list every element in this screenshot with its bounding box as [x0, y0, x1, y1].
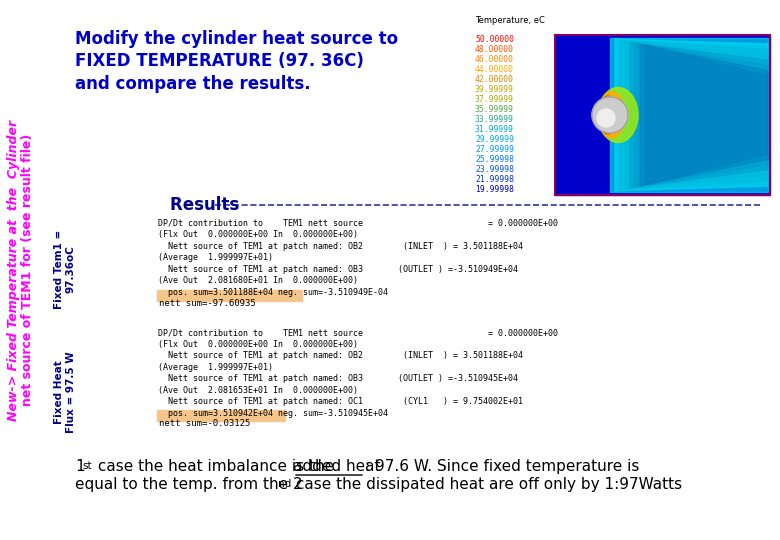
Text: 37.99999: 37.99999 — [475, 96, 514, 105]
Bar — [555, 35, 770, 195]
Text: st: st — [82, 461, 91, 471]
Text: 44.00000: 44.00000 — [475, 65, 514, 75]
Polygon shape — [625, 41, 768, 189]
Ellipse shape — [598, 87, 638, 143]
Text: pos. sum=3.501188E+04 neg. sum=-3.510949E-04: pos. sum=3.501188E+04 neg. sum=-3.510949… — [158, 288, 388, 297]
Text: Nett source of TEM1 at patch named: OB2        (INLET  ) = 3.501188E+04: Nett source of TEM1 at patch named: OB2 … — [158, 351, 523, 360]
Text: 27.99999: 27.99999 — [475, 145, 514, 154]
Text: : 97.6 W. Since fixed temperature is: : 97.6 W. Since fixed temperature is — [365, 459, 640, 474]
Polygon shape — [640, 44, 768, 186]
Polygon shape — [615, 39, 768, 191]
Text: Results: Results — [170, 196, 245, 214]
Bar — [157, 289, 302, 300]
Text: 50.00000: 50.00000 — [475, 36, 514, 44]
Circle shape — [597, 109, 615, 127]
Text: DP/Dt contribution to    TEM1 nett source                         = 0.000000E+00: DP/Dt contribution to TEM1 nett source =… — [158, 328, 558, 337]
Text: Fixed Heat
Flux = 97.5 W: Fixed Heat Flux = 97.5 W — [54, 351, 76, 433]
Polygon shape — [610, 38, 768, 192]
Text: (Flx Out  0.000000E+00 In  0.000000E+00): (Flx Out 0.000000E+00 In 0.000000E+00) — [158, 231, 358, 240]
Text: DP/Dt contribution to    TEM1 nett source                         = 0.000000E+00: DP/Dt contribution to TEM1 nett source =… — [158, 219, 558, 228]
Polygon shape — [645, 45, 768, 185]
Text: 48.00000: 48.00000 — [475, 45, 514, 55]
Text: added heat: added heat — [293, 459, 381, 474]
Text: nd: nd — [278, 479, 291, 489]
Text: 23.99998: 23.99998 — [475, 165, 514, 174]
Text: nett sum=-97.60935: nett sum=-97.60935 — [159, 299, 256, 308]
Text: nett sum=-0.03125: nett sum=-0.03125 — [159, 420, 250, 429]
Text: 33.99999: 33.99999 — [475, 116, 514, 125]
Bar — [555, 35, 770, 195]
Text: (Ave Out  2.081653E+01 In  0.000000E+00): (Ave Out 2.081653E+01 In 0.000000E+00) — [158, 386, 358, 395]
Text: (Average  1.999997E+01): (Average 1.999997E+01) — [158, 362, 273, 372]
Ellipse shape — [599, 96, 617, 134]
Text: and compare the results.: and compare the results. — [75, 75, 310, 93]
Text: Modify the cylinder heat source to: Modify the cylinder heat source to — [75, 30, 398, 48]
Text: 1: 1 — [75, 459, 84, 474]
Text: Nett source of TEM1 at patch named: OB3       (OUTLET ) =-3.510949E+04: Nett source of TEM1 at patch named: OB3 … — [158, 265, 518, 274]
Text: 35.99999: 35.99999 — [475, 105, 514, 114]
Text: 29.99999: 29.99999 — [475, 136, 514, 145]
Text: 31.99999: 31.99999 — [475, 125, 514, 134]
Text: net source of TEM1 for (see result file): net source of TEM1 for (see result file) — [22, 134, 34, 406]
Text: Temperature, eC: Temperature, eC — [475, 16, 545, 25]
Text: Fixed Tem1 =
97.36oC: Fixed Tem1 = 97.36oC — [54, 230, 76, 309]
Text: 19.99998: 19.99998 — [475, 186, 514, 194]
Text: Nett source of TEM1 at patch named: OB3       (OUTLET ) =-3.510945E+04: Nett source of TEM1 at patch named: OB3 … — [158, 374, 518, 383]
Text: Nett source of TEM1 at patch named: OB2        (INLET  ) = 3.501188E+04: Nett source of TEM1 at patch named: OB2 … — [158, 242, 523, 251]
Text: 46.00000: 46.00000 — [475, 56, 514, 64]
Text: (Average  1.999997E+01): (Average 1.999997E+01) — [158, 253, 273, 262]
Polygon shape — [630, 42, 768, 188]
Text: 25.99998: 25.99998 — [475, 156, 514, 165]
Text: 39.99999: 39.99999 — [475, 85, 514, 94]
Text: 42.00000: 42.00000 — [475, 76, 514, 84]
Text: 21.99998: 21.99998 — [475, 176, 514, 185]
Text: (Flx Out  0.000000E+00 In  0.000000E+00): (Flx Out 0.000000E+00 In 0.000000E+00) — [158, 340, 358, 348]
Polygon shape — [635, 43, 768, 187]
Text: FIXED TEMPERATURE (97. 36C): FIXED TEMPERATURE (97. 36C) — [75, 52, 364, 70]
Bar — [157, 410, 285, 421]
Text: New-> Fixed Temperature at  the  Cylinder: New-> Fixed Temperature at the Cylinder — [8, 119, 20, 421]
Text: Nett source of TEM1 at patch named: OC1        (CYL1   ) = 9.754002E+01: Nett source of TEM1 at patch named: OC1 … — [158, 397, 523, 406]
Text: case the heat imbalance is the: case the heat imbalance is the — [93, 459, 339, 474]
Text: pos. sum=3.510942E+04 neg. sum=-3.510945E+04: pos. sum=3.510942E+04 neg. sum=-3.510945… — [158, 408, 388, 417]
Circle shape — [592, 97, 628, 133]
Text: case the dissipated heat are off only by 1:97Watts: case the dissipated heat are off only by… — [291, 477, 682, 492]
Polygon shape — [620, 40, 768, 190]
Ellipse shape — [599, 92, 625, 138]
Text: (Ave Out  2.081680E+01 In  0.000000E+00): (Ave Out 2.081680E+01 In 0.000000E+00) — [158, 276, 358, 286]
Text: equal to the temp. from the 2: equal to the temp. from the 2 — [75, 477, 303, 492]
